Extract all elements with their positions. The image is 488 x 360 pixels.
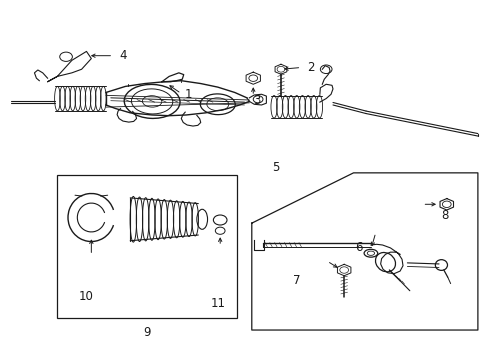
Text: 10: 10 — [79, 289, 94, 303]
Text: 4: 4 — [119, 49, 127, 62]
Text: 11: 11 — [210, 297, 225, 310]
Text: 5: 5 — [272, 161, 279, 174]
Text: 1: 1 — [184, 88, 192, 101]
Bar — [251, 173, 477, 330]
Text: 7: 7 — [292, 274, 300, 287]
Text: 3: 3 — [253, 94, 260, 107]
Text: 9: 9 — [143, 327, 151, 339]
Bar — [57, 175, 237, 318]
Text: 6: 6 — [354, 241, 362, 255]
Text: 2: 2 — [306, 61, 314, 74]
Text: 8: 8 — [441, 209, 448, 222]
